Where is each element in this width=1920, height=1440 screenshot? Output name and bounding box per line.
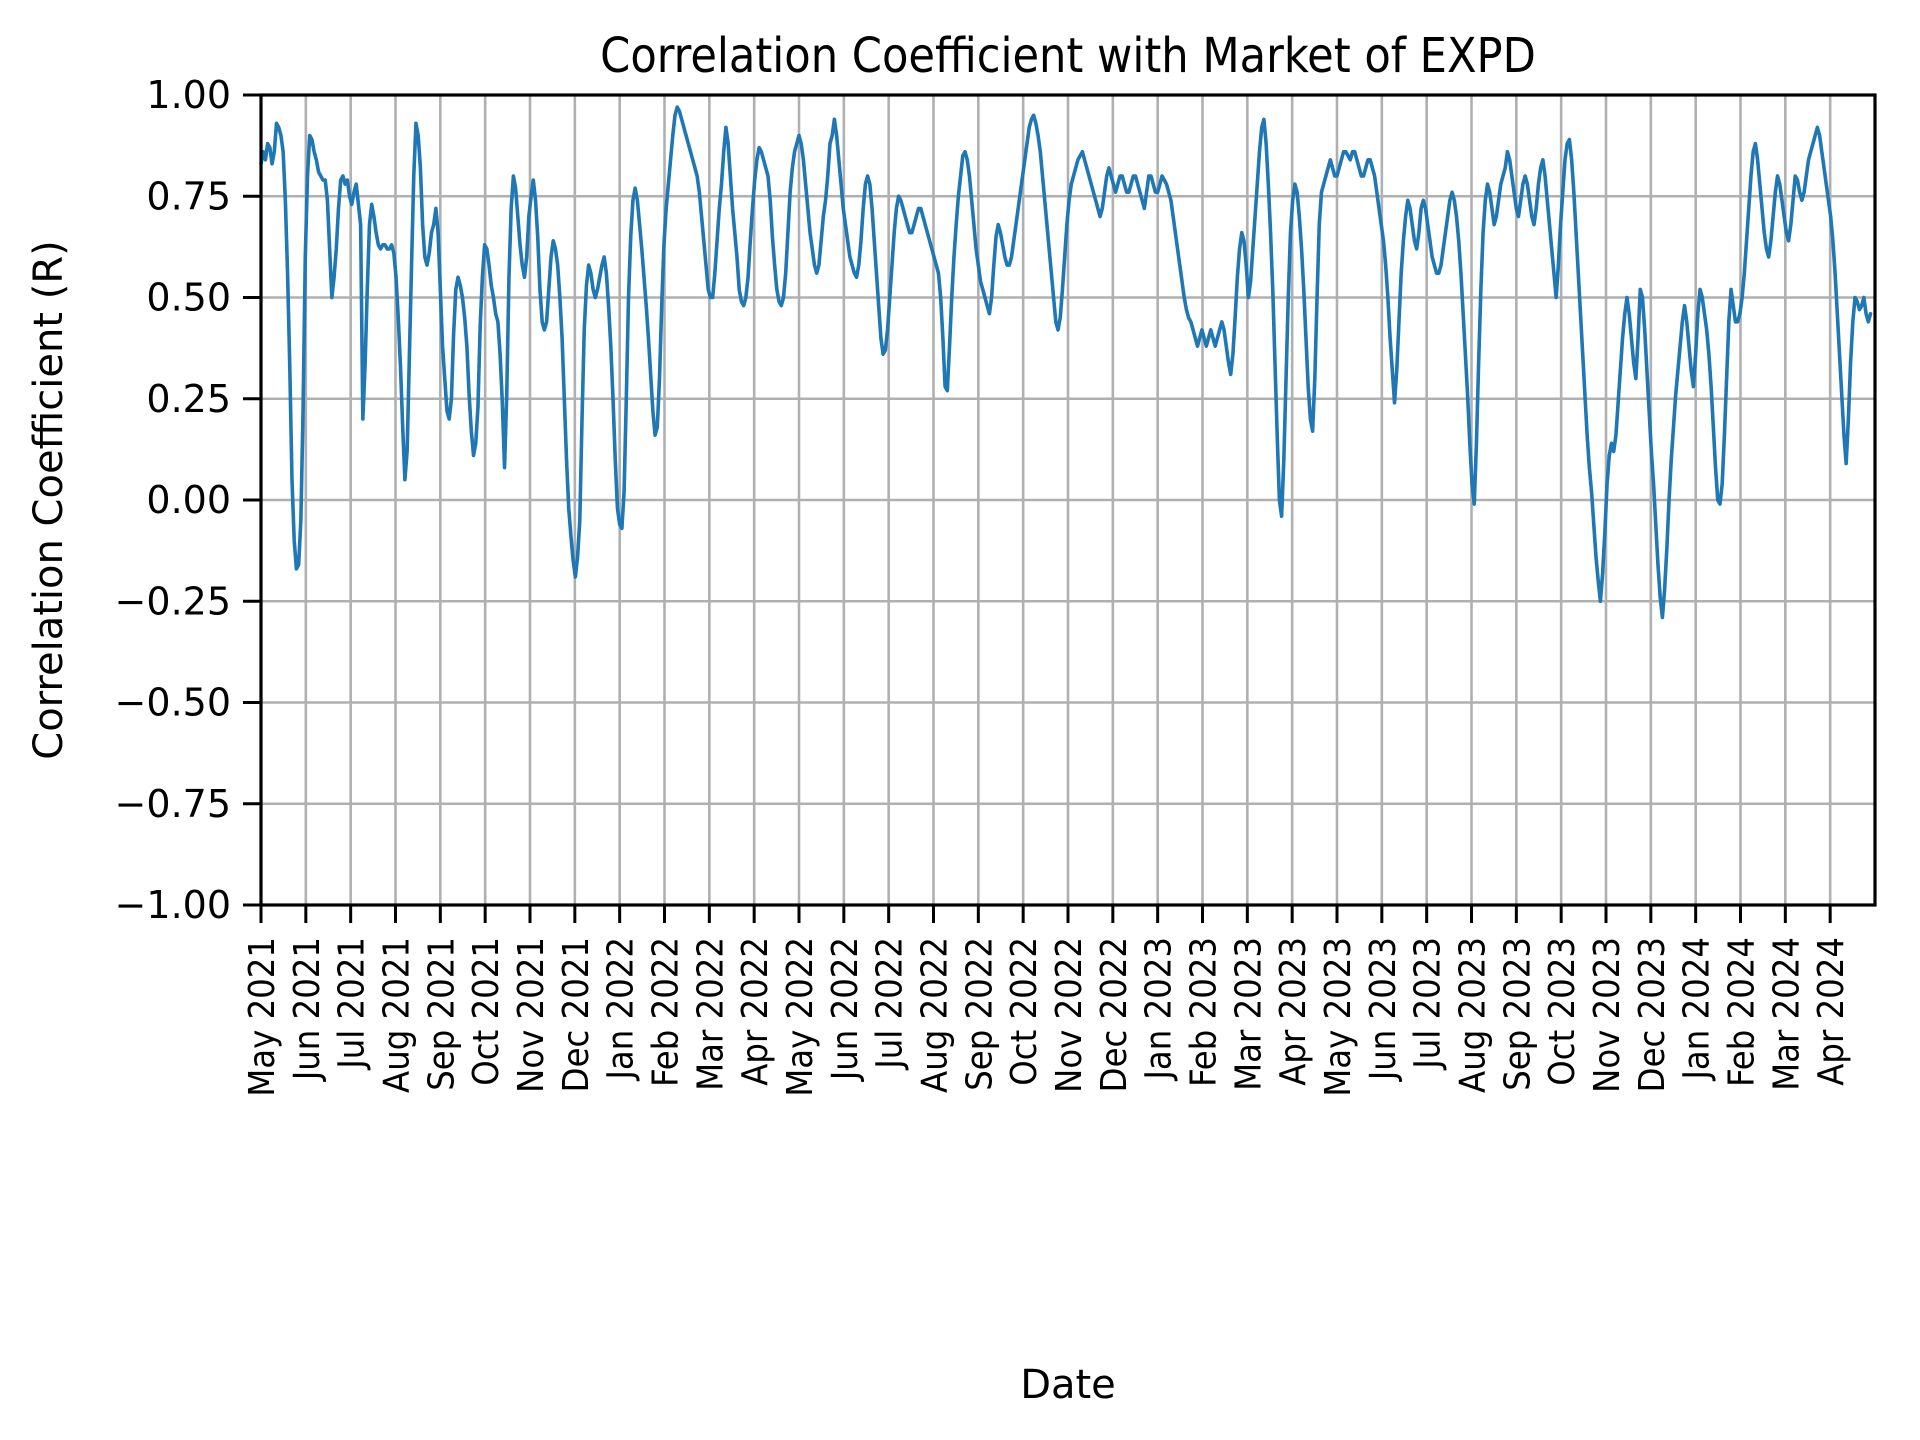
y-tick-label: −0.75 [115, 782, 231, 826]
x-tick-label: Apr 2022 [735, 937, 776, 1086]
x-tick-label: Jun 2022 [825, 937, 866, 1082]
y-axis-tick-labels: 1.00 0.75 0.50 0.25 0.00 −0.25 −0.50 −0.75 −1.00 [115, 73, 231, 927]
x-tick-label: Feb 2022 [645, 937, 686, 1087]
y-tick-label: −0.25 [115, 579, 231, 623]
y-tick-label: −1.00 [115, 883, 231, 927]
y-axis-tick-marks [243, 93, 261, 907]
y-tick-label: 0.50 [146, 276, 231, 320]
x-axis-tick-labels: May 2021 Jun 2021 Jul 2021 Aug 2021 Sep 2021… [242, 937, 1852, 1097]
x-tick-label: Nov 2021 [511, 937, 552, 1093]
y-axis-title: Correlation Coefficient (R) [26, 240, 72, 759]
x-tick-label: May 2023 [1318, 937, 1359, 1097]
x-tick-label: Mar 2022 [690, 937, 731, 1091]
x-tick-label: Jan 2023 [1139, 937, 1180, 1082]
x-tick-label: Jul 2021 [332, 937, 373, 1071]
x-tick-label: Dec 2022 [1094, 937, 1135, 1092]
x-tick-label: Oct 2021 [466, 937, 507, 1086]
x-tick-label: Apr 2023 [1273, 937, 1314, 1086]
x-tick-label: Sep 2021 [421, 937, 462, 1091]
x-tick-label: Sep 2023 [1497, 937, 1538, 1091]
x-tick-label: Jun 2021 [287, 937, 328, 1082]
x-tick-label: Mar 2023 [1228, 937, 1269, 1091]
x-axis-title: Date [1020, 1362, 1116, 1408]
x-tick-label: Apr 2024 [1811, 937, 1852, 1086]
x-tick-label: Feb 2024 [1721, 937, 1762, 1087]
correlation-series-line [259, 105, 1873, 620]
x-tick-label: Jul 2023 [1408, 937, 1449, 1071]
x-tick-label: Jun 2023 [1363, 937, 1404, 1082]
x-tick-label: Dec 2023 [1632, 937, 1673, 1092]
x-tick-label: Jan 2024 [1677, 937, 1718, 1082]
x-tick-label: Feb 2023 [1183, 937, 1224, 1087]
x-tick-label: May 2021 [242, 937, 283, 1097]
y-tick-label: 0.75 [146, 174, 231, 218]
x-tick-label: Dec 2021 [556, 937, 597, 1092]
x-tick-label: Aug 2022 [914, 937, 955, 1093]
x-tick-label: May 2022 [780, 937, 821, 1097]
x-tick-label: Jul 2022 [870, 937, 911, 1071]
y-tick-label: −0.50 [115, 681, 231, 725]
x-tick-label: Oct 2022 [1004, 937, 1045, 1086]
x-tick-label: Aug 2021 [376, 937, 417, 1093]
x-tick-label: Jan 2022 [601, 937, 642, 1082]
y-tick-label: 0.25 [146, 377, 231, 421]
x-tick-label: Oct 2023 [1542, 937, 1583, 1086]
x-axis-tick-marks [259, 905, 1832, 923]
y-tick-label: 1.00 [146, 73, 231, 117]
x-tick-label: Nov 2023 [1587, 937, 1628, 1093]
x-tick-label: Mar 2024 [1766, 937, 1807, 1091]
y-tick-label: 0.00 [146, 478, 231, 522]
chart-title: Correlation Coefficient with Market of E… [600, 28, 1536, 84]
x-tick-label: Sep 2022 [959, 937, 1000, 1091]
x-tick-label: Nov 2022 [1049, 937, 1090, 1093]
x-tick-label: Aug 2023 [1452, 937, 1493, 1093]
